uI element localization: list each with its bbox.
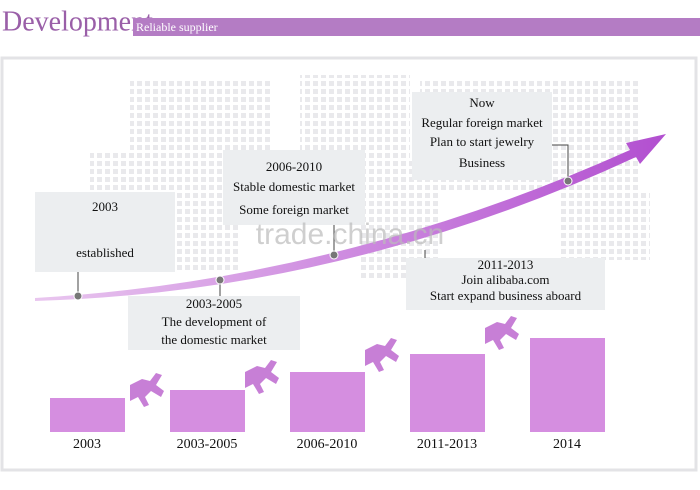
milestone-text: 2003-2005	[186, 296, 242, 311]
milestone-text: the domestic market	[161, 332, 267, 347]
subtitle: Reliable supplier	[136, 20, 218, 34]
milestone-box	[223, 150, 365, 225]
milestone: 2003 established	[35, 192, 175, 272]
milestone-text: Some foreign market	[239, 202, 349, 217]
step-label: 2011-2013	[417, 437, 477, 452]
steps	[50, 338, 605, 432]
runners	[130, 316, 519, 407]
watermark: trade.china.cn	[256, 218, 444, 251]
subtitle-bar	[133, 18, 700, 36]
milestone: 2003-2005 The development of the domestic …	[128, 296, 300, 350]
title: Development	[2, 6, 153, 37]
milestone-text: 2003	[92, 199, 118, 214]
connectors	[73, 144, 573, 301]
step-label: 2003-2005	[177, 437, 238, 452]
milestone: Now Regular foreign market Plan to start j…	[412, 92, 552, 180]
milestone-text: 2006-2010	[266, 159, 322, 174]
milestone-box	[412, 92, 552, 180]
step-label: 2014	[553, 437, 581, 452]
milestone-text: 2011-2013	[478, 257, 534, 272]
step-label: 2003	[73, 437, 101, 452]
milestone-text: Regular foreign market	[421, 115, 543, 130]
step-label: 2006-2010	[297, 437, 358, 452]
milestone-box	[35, 192, 175, 272]
milestone-text: The development of	[162, 314, 267, 329]
milestone-text: Now	[469, 95, 495, 110]
milestone-box	[406, 258, 605, 310]
milestone-text: Plan to start jewelry	[430, 134, 535, 149]
milestone-text: Stable domestic market	[233, 179, 355, 194]
milestone-text: established	[76, 245, 134, 260]
milestone: 2006-2010 Stable domestic market Some fore…	[223, 150, 365, 225]
milestone-text: Join alibaba.com	[461, 272, 549, 287]
milestone-text: Start expand business aboard	[430, 288, 582, 303]
milestone-text: Business	[459, 155, 505, 170]
milestone-box	[128, 296, 300, 350]
